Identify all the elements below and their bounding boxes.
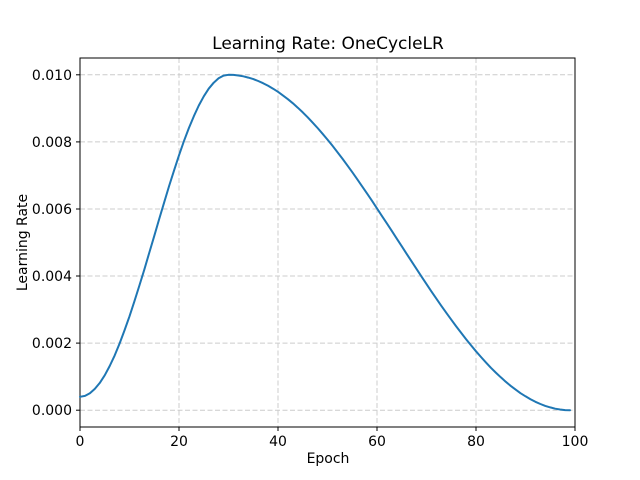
chart-title: Learning Rate: OneCycleLR — [212, 34, 444, 54]
x-tick-label: 0 — [76, 434, 85, 450]
x-axis-label: Epoch — [307, 451, 350, 467]
y-tick-label: 0.010 — [32, 68, 72, 84]
y-tick-label: 0.008 — [32, 135, 72, 151]
x-tick-label: 40 — [269, 434, 287, 450]
y-axis-label: Learning Rate — [15, 194, 31, 291]
x-tick-label: 60 — [368, 434, 386, 450]
x-tick-label: 20 — [170, 434, 188, 450]
y-tick-label: 0.004 — [32, 269, 72, 285]
y-tick-label: 0.002 — [32, 336, 72, 352]
x-tick-label: 100 — [562, 434, 589, 450]
x-tick-label: 80 — [467, 434, 485, 450]
learning-rate-curve — [79, 73, 571, 412]
tick-layer: 0 20 40 60 80 100 0.000 0.002 0.004 0.006 0.008 0.0… — [32, 68, 588, 450]
y-tick-label: 0.000 — [32, 403, 72, 419]
plot-area-border — [79, 57, 576, 428]
y-tick-label: 0.006 — [32, 202, 72, 218]
grid-layer — [79, 58, 576, 427]
